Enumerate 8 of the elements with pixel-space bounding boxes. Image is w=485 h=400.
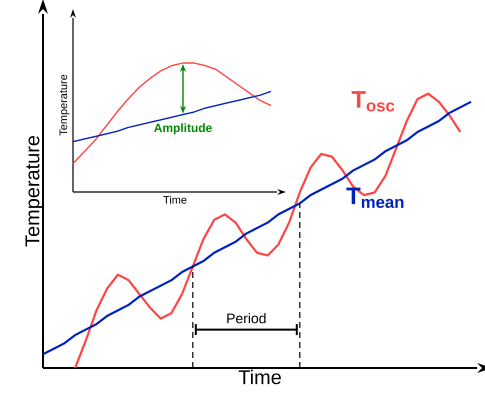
y-axis-title: Temperature	[26, 136, 44, 246]
x-axis-title: Time	[238, 370, 281, 384]
series-label: T$_{osc}$	[352, 91, 394, 112]
series-label: T$_{mean}$	[346, 188, 404, 208]
y-axis-title: Temperature	[60, 74, 70, 136]
x-axis-title: Time	[163, 196, 186, 204]
annotation: Period	[227, 313, 266, 324]
annotation: Amplitude	[154, 123, 212, 134]
